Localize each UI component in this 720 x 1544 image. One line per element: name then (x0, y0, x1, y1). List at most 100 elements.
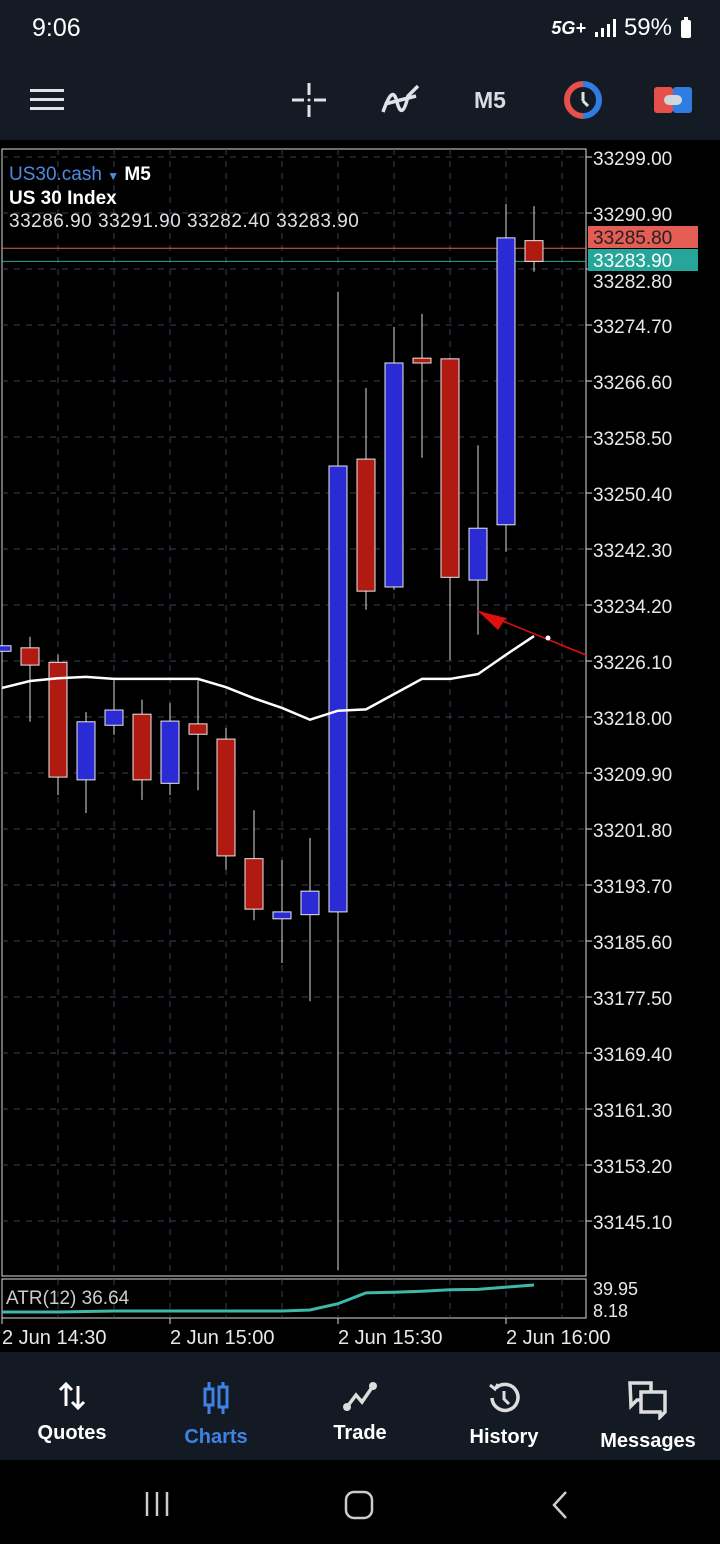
candle (48, 654, 68, 796)
candlestick-chart[interactable]: 33299.00 33290.90 33282.80 33274.70 33266.60… (0, 140, 720, 1352)
back-icon[interactable] (550, 1490, 570, 1520)
atr-panel-frame (1, 1278, 587, 1319)
price-tick-label: 33218.00 (593, 709, 672, 730)
atr-min-label: 8.18 (593, 1301, 628, 1321)
candle (76, 712, 96, 814)
chart-info: US30.cash ▼ M5 US 30 Index 33286.90 3329… (9, 164, 359, 233)
bottom-nav: Quotes Charts Trade History Messages (0, 1352, 720, 1460)
nav-history[interactable]: History (432, 1352, 576, 1460)
nav-label: Charts (184, 1426, 248, 1448)
plot-frame (1, 148, 587, 1277)
atr-max-label: 39.95 (593, 1279, 638, 1299)
atr-line (2, 1283, 535, 1314)
atr-label: ATR(12) 36.64 (6, 1288, 130, 1309)
nav-label: History (469, 1426, 539, 1448)
candle-body (412, 357, 432, 364)
ask-price-label: 33285.80 (593, 228, 672, 249)
trade-button[interactable] (654, 78, 692, 122)
history-icon (489, 1382, 520, 1413)
candle (216, 728, 236, 870)
price-tick-label: 33169.40 (593, 1045, 672, 1066)
home-icon[interactable] (344, 1490, 374, 1520)
timeframe-button[interactable]: M5 (474, 86, 506, 113)
status-bar: 9:06 5G+ 59% (0, 0, 720, 60)
recents-icon[interactable] (144, 1490, 172, 1518)
price-tick-label: 33185.60 (593, 933, 672, 954)
time-label: 2 Jun 16:00 (506, 1327, 611, 1349)
price-tick-label: 33290.90 (593, 205, 672, 226)
toolbar: M5 (0, 60, 720, 140)
candle-body (160, 720, 180, 784)
candle-body (300, 890, 320, 916)
price-tick-label: 33209.90 (593, 765, 672, 786)
time-label: 2 Jun 15:00 (170, 1327, 275, 1349)
symbol-description: US 30 Index (9, 188, 117, 209)
candle (468, 445, 488, 635)
candle (384, 327, 404, 590)
candle (496, 204, 516, 552)
candle-body (440, 358, 460, 578)
candle-body (244, 858, 264, 910)
nav-label: Messages (600, 1430, 696, 1452)
price-tick-label: 33161.30 (593, 1101, 672, 1122)
candle (440, 358, 460, 661)
ask-price-badge (588, 226, 698, 248)
trade-icon (343, 1382, 377, 1411)
price-tick-label: 33234.20 (593, 597, 672, 618)
candle (300, 837, 320, 1002)
menu-icon (30, 89, 64, 110)
candle-body (188, 723, 208, 735)
indicators-button[interactable] (380, 78, 420, 122)
time-label: 2 Jun 15:30 (338, 1327, 443, 1349)
candle-body (132, 713, 152, 781)
candle (412, 313, 432, 458)
nav-trade[interactable]: Trade (288, 1352, 432, 1460)
candle (132, 699, 152, 800)
nav-quotes[interactable]: Quotes (0, 1352, 144, 1460)
signal-icon (594, 19, 616, 37)
candle (244, 810, 264, 921)
candle-body (104, 709, 124, 726)
candle-body (356, 458, 376, 592)
price-tick-label: 33201.80 (593, 821, 672, 842)
price-tick-label: 33242.30 (593, 541, 672, 562)
charts-icon (203, 1382, 229, 1414)
dropdown-arrow-icon[interactable]: ▼ (107, 169, 120, 183)
candle (328, 291, 348, 1270)
candle-body (524, 240, 544, 262)
candle (272, 860, 292, 964)
candle (0, 568, 12, 669)
nav-charts[interactable]: Charts (144, 1352, 288, 1460)
nav-label: Trade (333, 1422, 387, 1444)
price-tick-label: 33153.20 (593, 1157, 672, 1178)
system-nav-bar (0, 1460, 720, 1544)
price-tick-label: 33193.70 (593, 877, 672, 898)
price-tick-label: 33226.10 (593, 653, 672, 674)
price-tick-label: 33274.70 (593, 317, 672, 338)
status-time: 9:06 (32, 14, 81, 42)
quotes-icon (58, 1381, 86, 1411)
menu-button[interactable] (30, 78, 64, 122)
bid-price-label: 33283.90 (593, 251, 672, 272)
battery-icon (681, 17, 691, 38)
nav-messages[interactable]: Messages (576, 1352, 720, 1460)
candle (20, 636, 40, 722)
chart-area[interactable]: 33299.00 33290.90 33282.80 33274.70 33266.60… (0, 140, 720, 1352)
candle (160, 703, 180, 796)
crosshair-button[interactable] (290, 78, 328, 122)
candle-body (76, 721, 96, 781)
candle-body (328, 465, 348, 913)
nav-label: Quotes (37, 1422, 107, 1444)
ohlc-values: 33286.90 33291.90 33282.40 33283.90 (9, 211, 360, 232)
battery-percent: 59% (623, 14, 672, 41)
candle-body (20, 647, 40, 666)
candle-body (496, 237, 516, 526)
candle-body (384, 362, 404, 588)
candle (104, 680, 124, 735)
symbol-name[interactable]: US30.cash (9, 164, 102, 185)
candle (188, 680, 208, 791)
candle (524, 206, 544, 272)
one-click-trading-button[interactable] (564, 78, 602, 122)
candle-body (216, 738, 236, 857)
trendline-anchor (545, 635, 551, 641)
